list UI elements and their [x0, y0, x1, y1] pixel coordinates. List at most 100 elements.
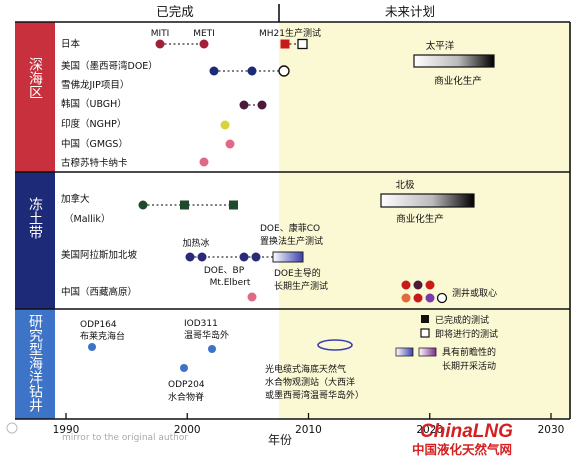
row-korea-ubgh: 韩国（UBGH）: [61, 98, 127, 110]
dot-us-doe-1: [209, 66, 219, 76]
legend-bar-purple: [418, 347, 437, 357]
annotation-iod311-2: 温哥华岛外: [184, 329, 229, 341]
annotation-miti: MITI: [151, 29, 170, 39]
square-japan-mh21: [280, 39, 290, 49]
dot-future-5: [413, 293, 423, 303]
dot-india: [220, 120, 230, 130]
row-japan: 日本: [61, 38, 81, 50]
x-axis: 1990 2000 2010 2020 2030: [53, 413, 565, 436]
legend-upcoming: 即将进行的测试: [435, 328, 498, 340]
annotation-doe-conoco-2: 置换法生产测试: [260, 235, 323, 247]
dot-odp204: [180, 364, 188, 372]
dot-future-6: [425, 293, 435, 303]
dot-us-doe-upcoming: [278, 65, 290, 77]
pacific-commercial-text: 商业化生产: [434, 75, 482, 87]
legend-upcoming-swatch: [420, 328, 430, 338]
row-china-gmgs: 中国（GMGS）: [61, 138, 128, 150]
row-alaska-north-slope: 美国阿拉斯加北坡: [61, 249, 138, 261]
row-us-gulf-doe: 美国（墨西哥湾DOE）: [61, 60, 158, 72]
x-tick-label-1990: 1990: [53, 424, 80, 436]
section-research-drilling: 研究型海洋钻井: [27, 314, 43, 413]
annotation-mh21: MH21生产测试: [259, 27, 321, 39]
dot-mallik-1: [138, 200, 148, 210]
alaska-long-term-bar: [272, 251, 304, 263]
legend: 已完成的测试 即将进行的测试 具有前瞻性的 长期开采活动: [395, 314, 498, 372]
dot-gumusut: [199, 157, 209, 167]
square-mallik-3: [229, 200, 238, 210]
watermark: mirror to the original author: [6, 422, 188, 443]
dot-korea-2: [257, 100, 267, 110]
annotation-odp164-2: 布莱克海台: [80, 330, 125, 342]
row-india-nghp: 印度（NGHP）: [61, 118, 126, 130]
annotation-cable-2: 水合物观测站（大西洋: [265, 376, 355, 388]
annotation-cable-1: 光电缆式海底天然气: [265, 363, 346, 375]
dot-future-1: [401, 280, 411, 290]
annotation-doe-bp: DOE、BP: [204, 266, 245, 276]
header-completed: 已完成: [156, 4, 194, 19]
row-canada: 加拿大: [61, 193, 90, 205]
square-mallik-2: [180, 200, 189, 210]
annotation-cable-3: 或墨西哥湾温哥华岛外）: [265, 389, 364, 401]
legend-prospective: 具有前瞻性的: [442, 346, 496, 358]
annotation-meti: METI: [193, 29, 215, 39]
annotation-test-or-core: 测井或取心: [452, 287, 497, 299]
dot-future-4: [401, 293, 411, 303]
arctic-label: 北极: [395, 179, 415, 191]
row-mallik: （Mallik）: [64, 213, 110, 225]
dot-japan-miti: [155, 39, 165, 49]
dot-future-7: [436, 292, 448, 304]
chinalng-logo: ChinaLNG 中国液化天然气网: [412, 421, 513, 457]
pacific-label: 太平洋: [426, 40, 455, 52]
annotation-doe-long-2: 长期生产测试: [274, 280, 328, 292]
x-tick-label-2000: 2000: [174, 424, 201, 436]
square-japan-upcoming: [297, 38, 308, 50]
x-tick-label-2030: 2030: [538, 424, 565, 436]
legend-long-term: 长期开采活动: [442, 360, 496, 372]
dot-future-3: [425, 280, 435, 290]
arctic-commercial-bar: [380, 193, 475, 208]
dot-iod311: [208, 345, 216, 353]
annotation-odp204-1: ODP204: [168, 380, 205, 390]
annotation-doe-long-1: DOE主导的: [274, 267, 321, 279]
deep-sea-band: [15, 22, 55, 172]
cable-observatory-marker: [317, 339, 353, 351]
row-tibet-plateau: 中国（西藏高原）: [61, 286, 137, 298]
research-drilling-band: [15, 309, 55, 419]
section-deep-sea: 深海区: [27, 57, 43, 99]
permafrost-markers: [138, 200, 448, 304]
dot-alaska-4: [251, 252, 261, 262]
annotation-iod311-1: IOD311: [184, 319, 218, 329]
row-chevron-jip: 雪佛龙JIP项目）: [61, 79, 129, 91]
annotation-mt-elbert: Mt.Elbert: [210, 278, 251, 288]
legend-completed-swatch: [421, 315, 429, 323]
dot-future-2: [413, 280, 423, 290]
dot-korea-1: [239, 100, 249, 110]
dot-odp164: [88, 343, 96, 351]
section-permafrost: 冻土带: [27, 196, 43, 240]
dot-tibet: [247, 292, 257, 302]
x-tick-label-2010: 2010: [295, 424, 322, 436]
dot-alaska-2: [197, 252, 207, 262]
dot-us-doe-2: [247, 66, 257, 76]
dot-china-gmgs: [225, 139, 235, 149]
x-axis-title: 年份: [268, 433, 292, 447]
pacific-commercial-bar: [413, 54, 495, 68]
annotation-odp164-1: ODP164: [80, 320, 117, 330]
dot-japan-meti: [199, 39, 209, 49]
annotation-heating: 加热冰: [182, 237, 209, 249]
deep-sea-markers: [155, 38, 308, 167]
dot-alaska-1: [185, 252, 195, 262]
logo-caption: 中国液化天然气网: [412, 442, 512, 457]
logo-brand: ChinaLNG: [420, 421, 513, 442]
watermark-source: mirror to the original author: [62, 433, 188, 443]
arctic-commercial-text: 商业化生产: [396, 213, 444, 225]
permafrost-band: [15, 172, 55, 309]
annotation-doe-conoco-1: DOE、康菲CO: [260, 222, 320, 234]
x-tick-label-2020: 2020: [416, 424, 443, 436]
row-gumusut-kakap: 古穆苏特卡纳卡: [61, 157, 128, 169]
header-future: 未来计划: [385, 4, 435, 19]
annotation-odp204-2: 水合物脊: [168, 391, 204, 403]
legend-completed: 已完成的测试: [435, 314, 489, 326]
legend-bar-blue: [395, 347, 414, 357]
